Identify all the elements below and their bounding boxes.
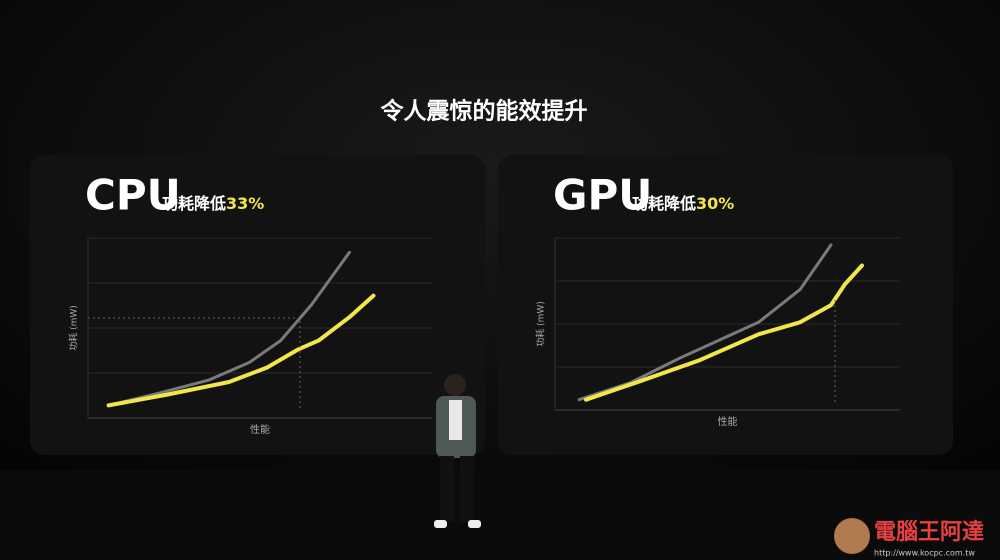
chart-title: CPU	[85, 171, 181, 220]
guide-line	[88, 317, 301, 410]
slide-title: 令人震惊的能效提升	[381, 98, 588, 125]
series-line	[107, 250, 351, 407]
watermark: 電腦王阿達 http://www.kocpc.com.tw	[834, 518, 984, 558]
series-line	[106, 293, 376, 408]
series-line	[584, 263, 864, 402]
chart-title: GPU	[553, 171, 652, 220]
subtitle-percent: 30%	[696, 194, 734, 213]
watermark-url: http://www.kocpc.com.tw	[874, 549, 975, 558]
x-axis-label: 性能	[250, 423, 270, 436]
presenter	[434, 374, 481, 528]
chart-subtitle: 功耗降低30%	[632, 194, 734, 213]
chart-subtitle: 功耗降低33%	[162, 194, 264, 213]
stage-floor	[0, 470, 1000, 560]
subtitle-text: 功耗降低	[632, 194, 696, 213]
watermark-name: 電腦王阿達	[874, 519, 984, 545]
x-axis-label: 性能	[718, 415, 738, 428]
subtitle-text: 功耗降低	[162, 194, 226, 213]
gpu-panel	[498, 155, 953, 455]
cpu-panel	[30, 155, 485, 455]
y-axis-label: 功耗 (mW)	[536, 301, 547, 347]
y-axis-label: 功耗 (mW)	[69, 305, 80, 351]
subtitle-percent: 33%	[226, 194, 264, 213]
